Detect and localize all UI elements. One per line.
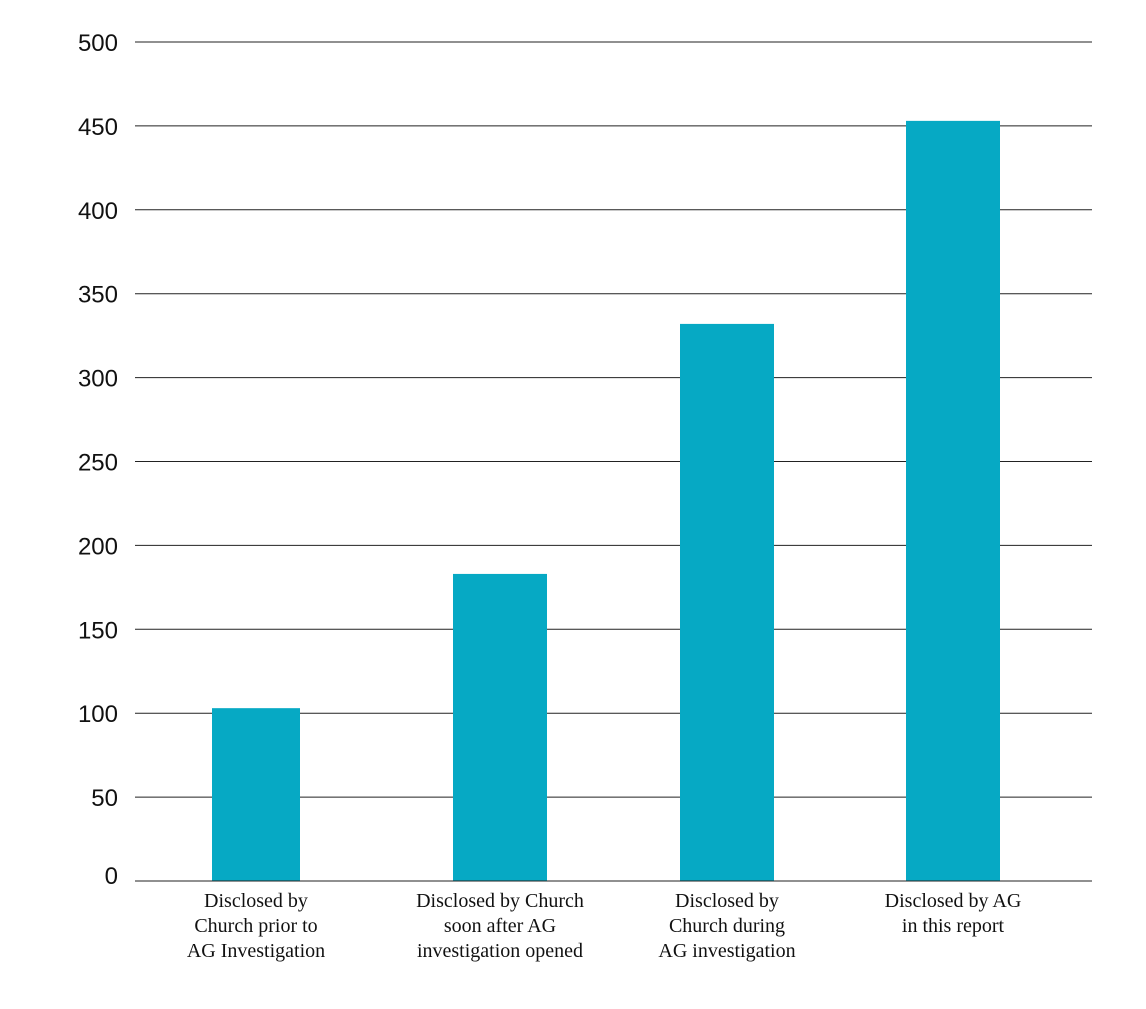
x-category-label-line: Church during (668, 915, 786, 937)
x-category-label-line: AG investigation (658, 940, 796, 962)
bars (212, 120, 1000, 882)
x-category-label-line: AG Investigation (186, 940, 326, 962)
x-category-label: Disclosed by Church prior to AG Investigat… (141, 889, 371, 964)
y-tick-label: 50 (91, 785, 118, 812)
y-tick-label: 100 (78, 701, 118, 728)
x-category-label-line: soon after AG (443, 915, 557, 937)
y-tick-label: 300 (78, 366, 118, 393)
y-tick-label: 250 (78, 450, 118, 477)
y-tick-label: 150 (78, 617, 118, 644)
x-category-label-line: Disclosed by (204, 890, 308, 912)
x-category-label-line: in this report (901, 915, 1005, 937)
bar-1 (212, 708, 300, 881)
x-category-label: Disclosed by AG in this report (838, 889, 1068, 939)
bar-2 (453, 573, 547, 881)
y-tick-label: 400 (78, 198, 118, 225)
x-category-label-line: Disclosed by Church (416, 890, 584, 912)
y-axis-ticks: 0 50 100 150 200 250 300 350 400 450 500 (78, 30, 118, 890)
bar-4 (906, 120, 1000, 882)
y-tick-label: 0 (105, 863, 118, 890)
x-category-label-line: Church prior to (194, 915, 318, 937)
x-category-label: Disclosed by Church during AG investigatio… (612, 889, 842, 964)
bar-3 (680, 323, 774, 881)
x-category-label-line: Disclosed by (675, 890, 779, 912)
x-category-label-line: Disclosed by AG (884, 890, 1022, 912)
y-tick-label: 200 (78, 533, 118, 560)
x-category-label-line: investigation opened (416, 940, 584, 962)
x-category-label: Disclosed by Church soon after AG investig… (385, 889, 615, 964)
y-tick-label: 450 (78, 114, 118, 141)
y-tick-label: 350 (78, 282, 118, 309)
y-tick-label: 500 (78, 30, 118, 57)
